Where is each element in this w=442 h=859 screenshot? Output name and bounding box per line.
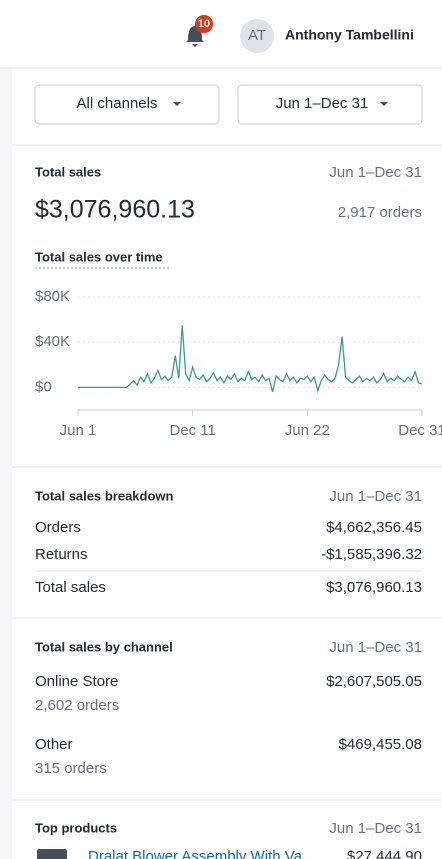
- channel-orders: 315 orders: [35, 760, 107, 777]
- x-tick-label: Jun 1: [60, 422, 97, 439]
- order-count: 2,917 orders: [338, 204, 422, 221]
- total-amount: $3,076,960.13: [35, 196, 195, 224]
- chart-title: Total sales over time: [35, 249, 163, 264]
- section-title: Total sales by channel: [35, 639, 173, 654]
- channel-button[interactable]: [34, 84, 220, 125]
- row-label: Returns: [35, 546, 88, 563]
- channel-amount: $469,455.08: [339, 736, 422, 753]
- channel-orders: 2,602 orders: [35, 697, 119, 714]
- user-name[interactable]: Anthony Tambellini: [285, 27, 414, 43]
- section-title: Total sales: [35, 164, 101, 179]
- product-name[interactable]: Dralat Blower Assembly With Va...: [88, 848, 314, 859]
- date-button[interactable]: [237, 84, 423, 125]
- sales-line: [78, 325, 423, 394]
- date-range: Jun 1–Dec 31: [329, 164, 422, 181]
- section-title: Top products: [35, 820, 117, 835]
- date-range: Jun 1–Dec 31: [329, 820, 422, 837]
- row-value: $3,076,960.13: [326, 579, 422, 596]
- y-tick-label: $80K: [35, 288, 70, 305]
- row-value: -$1,585,396.32: [321, 546, 422, 563]
- channel-name: Online Store: [35, 673, 118, 690]
- row-value: $4,662,356.45: [326, 519, 422, 536]
- date-range: Jun 1–Dec 31: [329, 488, 422, 505]
- date-range: Jun 1–Dec 31: [329, 639, 422, 656]
- x-tick-label: Dec 31: [398, 422, 442, 439]
- avatar[interactable]: [240, 19, 274, 53]
- y-tick-label: $40K: [35, 333, 70, 350]
- date-filter[interactable]: Jun 1–Dec 31: [276, 95, 369, 112]
- avatar-initials: AT: [248, 27, 266, 44]
- content: [12, 68, 442, 859]
- caret: [380, 102, 388, 106]
- badge: [195, 15, 213, 33]
- y-tick-label: $0: [35, 378, 52, 395]
- section-title: Total sales breakdown: [35, 488, 174, 503]
- channel-filter[interactable]: All channels: [77, 95, 158, 112]
- channel-name: Other: [35, 736, 73, 753]
- top-bar: [0, 0, 442, 68]
- badge-count: 10: [198, 18, 210, 30]
- row-label: Orders: [35, 519, 81, 536]
- channel-amount: $2,607,505.05: [326, 673, 422, 690]
- row-label: Total sales: [35, 579, 106, 596]
- product-thumb: [37, 849, 67, 859]
- caret: [173, 102, 181, 106]
- x-tick-label: Jun 22: [285, 422, 330, 439]
- product-amount: $27,444.90: [347, 848, 422, 859]
- x-tick-label: Dec 11: [169, 422, 215, 439]
